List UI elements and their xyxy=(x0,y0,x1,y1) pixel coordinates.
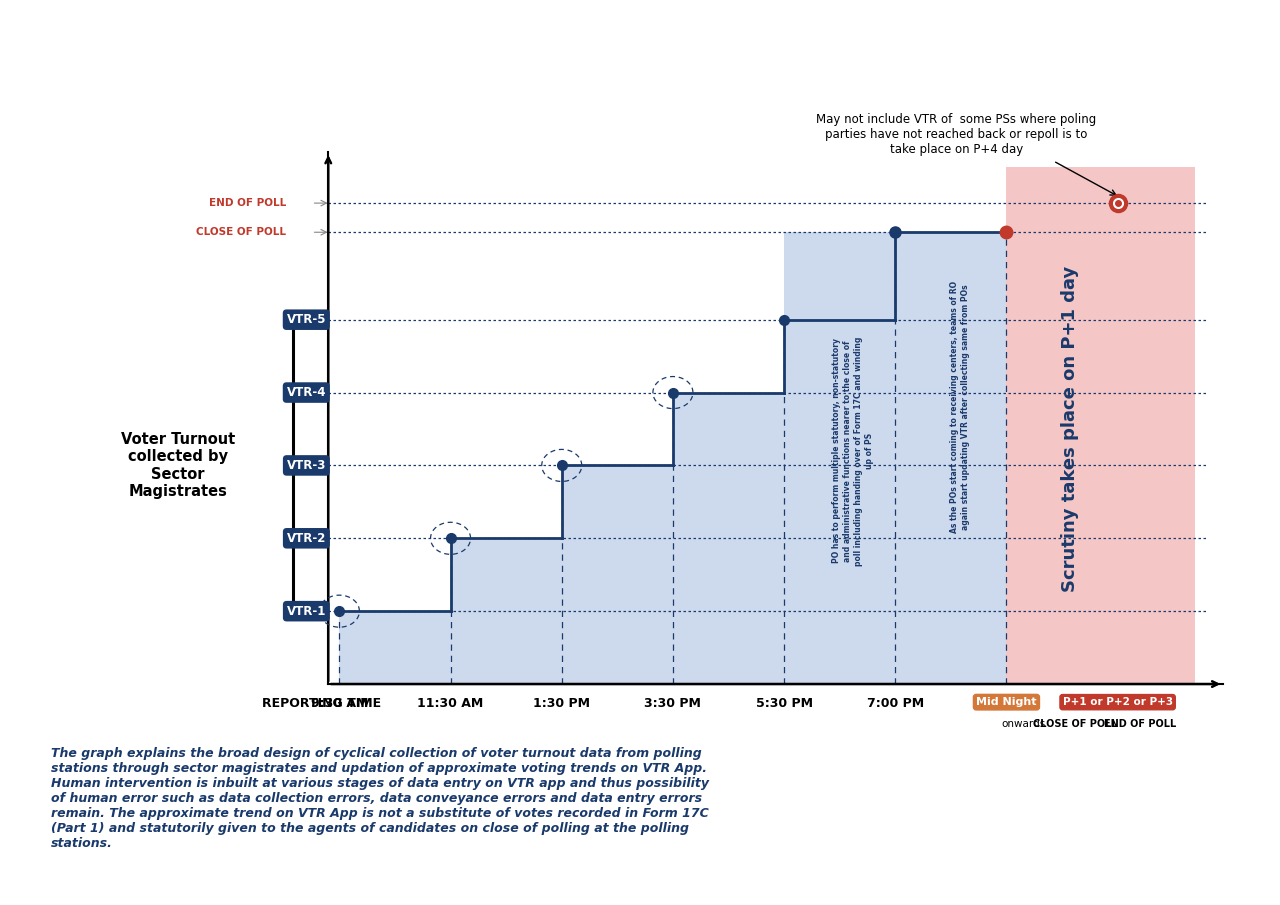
Text: END OF POLL: END OF POLL xyxy=(1103,719,1176,729)
Text: 1:30 PM: 1:30 PM xyxy=(534,697,590,710)
Text: P+1 or P+2 or P+3: P+1 or P+2 or P+3 xyxy=(1062,697,1172,707)
Bar xyxy=(785,319,895,684)
Text: REPORTING TIME: REPORTING TIME xyxy=(261,697,380,710)
Text: VTR-3: VTR-3 xyxy=(287,459,326,472)
Text: The graph explains the broad design of cyclical collection of voter turnout data: The graph explains the broad design of c… xyxy=(51,747,709,850)
Text: VTR-4: VTR-4 xyxy=(287,386,326,399)
Text: 7:00 PM: 7:00 PM xyxy=(867,697,924,710)
Text: As the POs start coming to receiving centers, teams of RO
again start updating V: As the POs start coming to receiving cen… xyxy=(950,281,970,533)
Text: VTR-1: VTR-1 xyxy=(287,605,326,618)
Text: VTR-5: VTR-5 xyxy=(287,313,326,326)
Bar xyxy=(895,233,1006,684)
Bar xyxy=(451,538,562,684)
Bar xyxy=(785,233,895,684)
Text: END OF POLL: END OF POLL xyxy=(209,198,285,208)
Bar xyxy=(673,393,785,684)
Bar xyxy=(339,611,451,684)
Bar xyxy=(562,465,673,684)
Text: onwards: onwards xyxy=(1001,719,1046,729)
Text: VTR-2: VTR-2 xyxy=(287,532,326,545)
Text: Mid Night: Mid Night xyxy=(977,697,1037,707)
Text: CLOSE OF POLL: CLOSE OF POLL xyxy=(196,227,285,237)
Text: 9:30 AM: 9:30 AM xyxy=(311,697,369,710)
Bar xyxy=(1006,167,1196,684)
Text: Scrutiny takes place on P+1 day: Scrutiny takes place on P+1 day xyxy=(1061,266,1079,592)
Text: CLOSE OF POLL: CLOSE OF POLL xyxy=(1033,719,1117,729)
Text: 11:30 AM: 11:30 AM xyxy=(417,697,484,710)
Text: PO has to perform multiple statutory, non-statutory
and administrative functions: PO has to perform multiple statutory, no… xyxy=(832,336,874,566)
Text: Voter Turnout
collected by
Sector
Magistrates: Voter Turnout collected by Sector Magist… xyxy=(122,432,236,499)
Text: 3:30 PM: 3:30 PM xyxy=(644,697,701,710)
Text: 5:30 PM: 5:30 PM xyxy=(755,697,813,710)
Text: May not include VTR of  some PSs where poling
parties have not reached back or r: May not include VTR of some PSs where po… xyxy=(817,113,1097,156)
